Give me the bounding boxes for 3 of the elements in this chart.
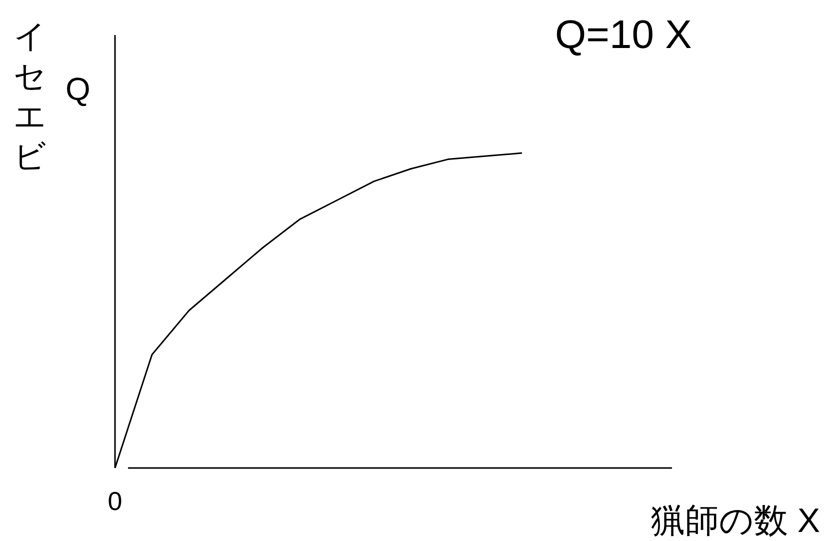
text: 0 <box>108 486 122 516</box>
x-axis-title: 猟師の数 X <box>650 502 820 540</box>
text: Q=10 X <box>555 13 692 57</box>
